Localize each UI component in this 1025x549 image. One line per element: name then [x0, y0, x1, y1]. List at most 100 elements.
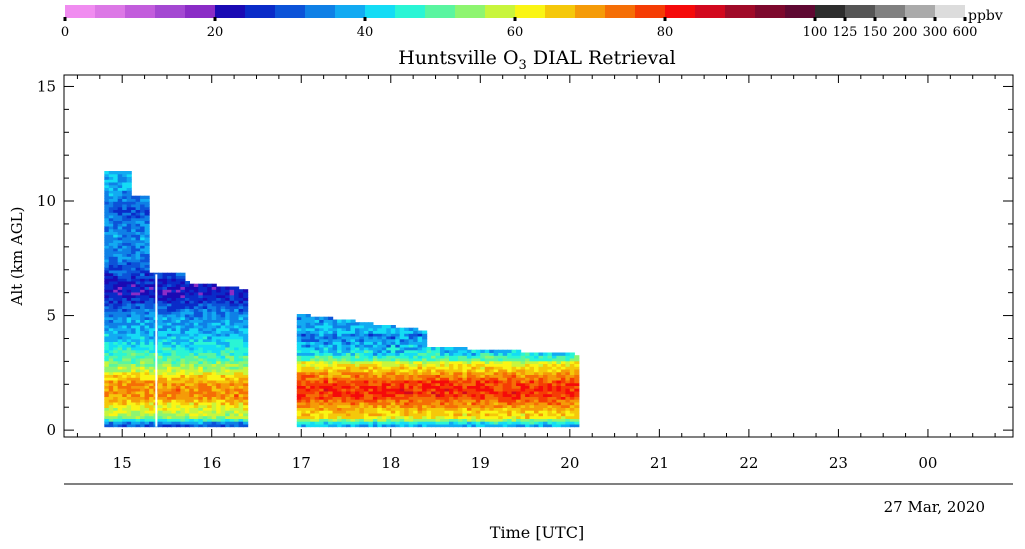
heatmap-cell — [211, 330, 217, 334]
heatmap-cell — [122, 253, 128, 257]
heatmap-cell — [122, 407, 128, 411]
heatmap-cell — [225, 421, 231, 425]
heatmap-cell — [113, 179, 119, 183]
heatmap-cell — [104, 253, 110, 257]
heatmap-cell — [372, 396, 378, 400]
heatmap-cell — [175, 374, 181, 378]
heatmap-cell — [167, 410, 173, 414]
heatmap-cell — [126, 358, 132, 362]
heatmap-cell — [399, 333, 405, 337]
heatmap-cell — [113, 374, 119, 378]
heatmap-cell — [435, 355, 441, 359]
heatmap-cell — [381, 393, 387, 397]
heatmap-cell — [529, 418, 535, 422]
heatmap-cell — [207, 319, 213, 323]
heatmap-cell — [104, 226, 110, 230]
heatmap-cell — [395, 421, 401, 425]
heatmap-cell — [171, 292, 177, 296]
heatmap-cell — [547, 363, 553, 367]
heatmap-cell — [484, 366, 490, 370]
heatmap-cell — [180, 358, 186, 362]
heatmap-cell — [117, 390, 123, 395]
heatmap-cell — [417, 415, 423, 419]
heatmap-cell — [480, 377, 486, 381]
heatmap-cell — [529, 401, 535, 406]
heatmap-cell — [301, 404, 307, 408]
heatmap-cell — [484, 355, 490, 359]
heatmap-cell — [440, 407, 446, 411]
heatmap-cell — [220, 401, 226, 406]
heatmap-cell — [211, 286, 217, 290]
heatmap-cell — [444, 369, 450, 373]
heatmap-cell — [372, 385, 378, 389]
heatmap-cell — [108, 193, 114, 197]
heatmap-cell — [220, 418, 226, 422]
heatmap-cell — [328, 407, 334, 411]
heatmap-cell — [135, 377, 141, 381]
heatmap-cell — [395, 382, 401, 386]
heatmap-cell — [413, 344, 419, 348]
heatmap-cell — [225, 374, 231, 378]
heatmap-cell — [207, 388, 213, 392]
heatmap-cell — [135, 305, 141, 309]
heatmap-cell — [113, 308, 119, 312]
heatmap-cell — [355, 410, 361, 414]
heatmap-cell — [171, 390, 177, 395]
heatmap-cell — [238, 388, 244, 392]
heatmap-cell — [171, 289, 177, 293]
heatmap-cell — [220, 421, 226, 425]
heatmap-cell — [323, 401, 329, 406]
heatmap-cell — [216, 377, 222, 381]
heatmap-cell — [108, 228, 114, 232]
heatmap-cell — [484, 404, 490, 408]
heatmap-cell — [243, 390, 249, 395]
heatmap-cell — [184, 415, 190, 419]
heatmap-cell — [363, 344, 369, 348]
heatmap-cell — [117, 286, 123, 290]
heatmap-cell — [126, 319, 132, 323]
heatmap-cell — [225, 300, 231, 304]
heatmap-cell — [346, 369, 352, 373]
heatmap-cell — [243, 421, 249, 425]
heatmap-cell — [372, 412, 378, 417]
heatmap-cell — [113, 209, 119, 213]
heatmap-cell — [323, 333, 329, 337]
heatmap-cell — [117, 292, 123, 296]
heatmap-cell — [131, 292, 137, 296]
heatmap-cell — [511, 385, 517, 389]
heatmap-cell — [489, 410, 495, 414]
heatmap-cell — [167, 377, 173, 381]
colorbar-swatch — [755, 5, 785, 18]
heatmap-cell — [108, 204, 114, 208]
heatmap-cell — [202, 297, 208, 301]
heatmap-cell — [368, 421, 374, 425]
heatmap-cell — [162, 281, 168, 285]
heatmap-cell — [399, 396, 405, 400]
heatmap-cell — [144, 311, 150, 315]
heatmap-cell — [516, 423, 522, 428]
heatmap-cell — [525, 412, 531, 417]
heatmap-cell — [189, 418, 195, 422]
heatmap-cell — [175, 272, 181, 276]
heatmap-cell — [131, 261, 137, 265]
heatmap-cell — [126, 305, 132, 309]
heatmap-cell — [310, 327, 316, 331]
heatmap-cell — [377, 421, 383, 425]
heatmap-cell — [234, 374, 240, 378]
heatmap-cell — [104, 380, 110, 384]
heatmap-cell — [140, 412, 146, 417]
heatmap-cell — [498, 393, 504, 397]
heatmap-cell — [386, 404, 392, 408]
heatmap-cell — [135, 396, 141, 400]
heatmap-cell — [417, 421, 423, 425]
heatmap-cell — [422, 423, 428, 428]
colorbar-tick-label: 40 — [357, 25, 374, 40]
heatmap-cell — [113, 410, 119, 414]
heatmap-cell — [489, 390, 495, 395]
heatmap-cell — [131, 336, 137, 340]
heatmap-cell — [350, 399, 356, 403]
heatmap-cell — [547, 360, 553, 364]
heatmap-cell — [507, 369, 513, 373]
heatmap-cell — [171, 336, 177, 340]
heatmap-cell — [457, 352, 463, 356]
